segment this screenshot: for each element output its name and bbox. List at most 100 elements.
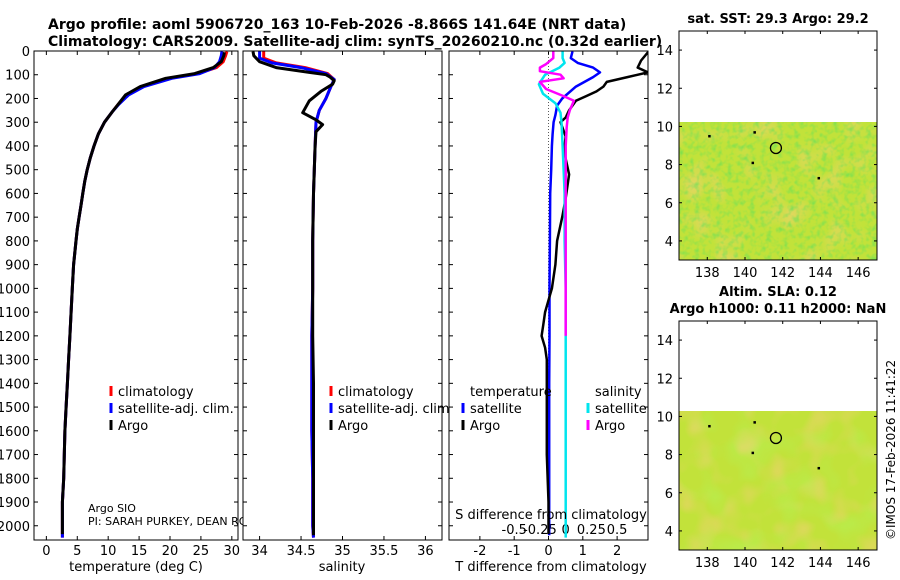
float-position-marker — [769, 141, 783, 155]
sla-map-title2: Argo h1000: 0.11 h2000: NaN — [670, 302, 887, 317]
figure-title-line1: Argo profile: aoml 5906720_163 10-Feb-20… — [48, 17, 626, 33]
nearby-profile-dot — [751, 451, 755, 455]
sst-field — [679, 122, 877, 260]
nearby-profile-dot — [753, 421, 756, 424]
depth-tick-label: 100 — [5, 69, 30, 84]
sal-legend-satellite-label: satellite-adj. clim. — [338, 402, 454, 417]
map-y-tick-label: 6 — [665, 197, 673, 212]
x-tick-label: 1 — [579, 544, 587, 559]
depth-tick-label: 300 — [5, 116, 30, 131]
depth-tick-label: 1600 — [0, 425, 30, 440]
sla-field-warm — [679, 411, 877, 550]
salinity-diff-tick-label: 0.5 — [607, 523, 628, 538]
x-tick-label: 36 — [417, 544, 434, 559]
map-y-tick-label: 10 — [656, 120, 673, 135]
depth-tick-label: 1700 — [0, 449, 30, 464]
map-y-tick-label: 10 — [656, 410, 673, 425]
imos-stamp: ©IMOS 17-Feb-2026 11:41:22 — [884, 360, 898, 540]
difference-legend: temperature salinity satellite Argo sate… — [461, 385, 647, 434]
figure-title-line2: Climatology: CARS2009. Satellite-adj cli… — [48, 34, 662, 50]
salinity-diff-ticks: -0.5-0.25 0 0.25 0.5 — [502, 523, 628, 538]
depth-tick-label: 200 — [5, 92, 30, 107]
depth-tick-label: 2000 — [0, 520, 30, 535]
series-temperature-argo — [540, 51, 648, 535]
nearby-profile-dot — [753, 131, 756, 134]
map-x-tick-label: 144 — [808, 556, 833, 571]
series-temperature-satellite — [547, 51, 602, 536]
x-tick-label: 35.5 — [369, 544, 398, 559]
map-x-tick-label: 140 — [733, 556, 758, 571]
salinity-legend: climatology satellite-adj. clim. Argo — [329, 385, 454, 434]
temperature-panel: 0100200300400500600700800900100011001200… — [0, 45, 248, 575]
x-tick-label: 5 — [73, 544, 81, 559]
x-tick-label: 10 — [100, 544, 117, 559]
series-salinity-argo — [538, 51, 576, 336]
x-tick-label: 34 — [251, 544, 268, 559]
diff-legend-t-argo-label: Argo — [470, 419, 500, 434]
map-x-tick-label: 144 — [808, 266, 833, 281]
sla-map-title1: Altim. SLA: 0.12 — [719, 285, 837, 300]
depth-axis: 0 100 200 300 400 500 600 700 800 900 1000 1100 1200… — [0, 45, 238, 535]
difference-panel: -2 -1 0 1 2 -0.5-0.25 0 0.25 0.5 S difference f… — [448, 50, 649, 575]
sst-map-axes: 138 140 142 144 146 4 6 8 10 12 14 — [656, 31, 877, 281]
depth-tick-label: 1100 — [0, 306, 30, 321]
x-tick-label: -1 — [508, 544, 521, 559]
map-y-tick-label: 4 — [665, 235, 673, 250]
map-y-tick-label: 6 — [665, 487, 673, 502]
x-tick-label: 15 — [131, 544, 148, 559]
difference-xlabel: T difference from climatology — [454, 560, 647, 575]
sla-map-panel: Altim. SLA: 0.12 Argo h1000: 0.11 h2000:… — [656, 285, 886, 571]
temperature-lines — [60, 51, 229, 538]
depth-tick-label: 1300 — [0, 354, 30, 369]
sla-map-marks — [708, 421, 821, 470]
legend-climatology-label: climatology — [118, 385, 194, 400]
x-tick-label: 35 — [334, 544, 351, 559]
map-y-tick-label: 8 — [665, 449, 673, 464]
difference-x-axis: -2 -1 0 1 2 — [473, 51, 621, 559]
x-tick-label: 25 — [193, 544, 210, 559]
nearby-profile-dot — [708, 424, 711, 428]
nearby-profile-dot — [708, 134, 711, 138]
depth-tick-label: 900 — [5, 259, 30, 274]
map-y-tick-label: 4 — [665, 525, 673, 540]
depth-tick-label: 1800 — [0, 472, 30, 487]
depth-tick-label: 0 — [22, 45, 30, 60]
depth-tick-label: 500 — [5, 164, 30, 179]
depth-tick-label: 1000 — [0, 282, 30, 297]
sla-map-axes: 138 140 142 144 146 4 6 8 10 12 14 — [656, 321, 877, 571]
map-x-tick-label: 140 — [733, 266, 758, 281]
nearby-profile-dot — [751, 161, 755, 165]
map-y-tick-label: 12 — [656, 372, 673, 387]
nearby-profile-dot — [817, 176, 821, 180]
x-tick-label: 20 — [162, 544, 179, 559]
sst-map-title: sat. SST: 29.3 Argo: 29.2 — [687, 12, 868, 27]
salinity-axes-box — [242, 50, 443, 541]
credit-line2: PI: SARAH PURKEY, DEAN RO — [88, 515, 248, 528]
float-position-marker — [769, 431, 783, 445]
temperature-legend: climatology satellite-adj. clim. Argo — [109, 385, 234, 434]
sst-field-speckle — [679, 122, 877, 260]
diff-legend-t-satellite-label: satellite — [470, 402, 522, 417]
depth-tick-label: 1200 — [0, 330, 30, 345]
nearby-profile-dot — [817, 466, 821, 470]
map-x-tick-label: 146 — [846, 266, 871, 281]
salinity-depth-ticks — [243, 50, 442, 527]
depth-tick-label: 600 — [5, 187, 30, 202]
map-x-tick-label: 146 — [846, 556, 871, 571]
sla-field — [679, 411, 877, 550]
x-tick-label: 0 — [544, 544, 552, 559]
legend-group-temperature: temperature — [470, 385, 552, 400]
salinity-x-axis: 34 34.5 35 35.5 36 — [251, 51, 434, 559]
map-x-tick-label: 142 — [770, 556, 795, 571]
salinity-diff-tick-label: 0.25 — [577, 523, 606, 538]
depth-tick-label: 1400 — [0, 377, 30, 392]
salinity-diff-tick-label: -0.25 — [523, 523, 557, 538]
sst-map-panel: sat. SST: 29.3 Argo: 29.2 138 140 142 144 14… — [656, 12, 878, 281]
map-y-tick-label: 8 — [665, 159, 673, 174]
map-y-tick-label: 12 — [656, 82, 673, 97]
sla-map-frame — [678, 320, 878, 551]
salinity-panel: 34 34.5 35 35.5 36 salinity climatology sate… — [242, 50, 454, 575]
difference-depth-ticks — [449, 50, 648, 527]
legend-group-salinity: salinity — [595, 385, 642, 400]
